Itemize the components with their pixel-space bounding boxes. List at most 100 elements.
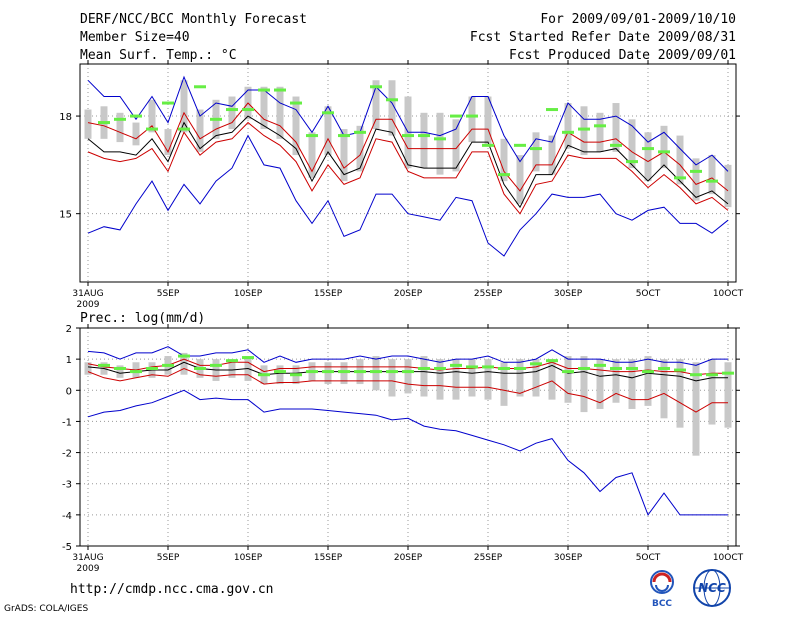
p1-obs-mark (546, 108, 558, 112)
p2-spread-box (324, 362, 332, 385)
p1-obs-mark (514, 143, 526, 147)
p2-spread-box (692, 362, 700, 456)
member-size: Member Size=40 (80, 30, 190, 45)
p2-spread-box (484, 359, 492, 400)
p2-obs-mark (722, 371, 734, 375)
p1-y-tick-label: 18 (59, 112, 72, 123)
p1-obs-mark (322, 111, 334, 115)
chart-title: DERF/NCC/BCC Monthly Forecast (80, 12, 307, 27)
p2-upper-spread-line (87, 358, 728, 376)
p1-spread-box (692, 158, 700, 201)
p1-obs-mark (706, 179, 718, 183)
p2-x-tick-label: 15SEP (314, 553, 343, 563)
p1-spread-box (228, 96, 236, 130)
p2-obs-mark (98, 363, 110, 367)
p1-y-tick-label: 15 (59, 210, 72, 221)
p1-obs-mark (242, 108, 254, 112)
p2-panel-title: Prec.: log(mm/d) (80, 311, 205, 326)
p1-obs-mark (194, 85, 206, 89)
p2-obs-mark (226, 359, 238, 363)
p1-spread-box (196, 109, 204, 152)
p1-spread-box (148, 99, 156, 133)
p2-obs-mark (578, 366, 590, 370)
p1-obs-mark (530, 147, 542, 151)
p2-obs-mark (178, 354, 190, 358)
p1-spread-box (724, 164, 732, 208)
p1-obs-mark (562, 130, 574, 134)
p1-obs-mark (626, 160, 638, 164)
p2-obs-mark (322, 370, 334, 374)
p1-ensemble-mean-line (87, 115, 729, 209)
p1-x-tick-label: 15SEP (314, 289, 343, 299)
p2-spread-box (516, 359, 524, 397)
p2-y-tick-label: 0 (66, 386, 72, 397)
p1-obs-mark (386, 98, 398, 102)
p2-obs-mark (706, 373, 718, 377)
p2-y-tick-label: 1 (66, 355, 72, 366)
p1-obs-mark (98, 121, 110, 125)
p1-obs-mark (658, 150, 670, 154)
p2-obs-mark (386, 370, 398, 374)
p2-x-year-label: 2009 (77, 564, 100, 574)
header-right: For 2009/09/01-2009/10/10 Fcst Started R… (470, 12, 736, 66)
ncc-logo: NCC (688, 568, 736, 608)
p1-spread-box (596, 112, 604, 152)
p2-spread-box (676, 359, 684, 428)
started-date: Fcst Started Refer Date 2009/08/31 (469, 30, 736, 45)
p1-x-tick-label: 10SEP (234, 289, 263, 299)
p1-spread-box (116, 112, 124, 143)
p2-obs-mark (674, 368, 686, 372)
p2-obs-mark (290, 373, 302, 377)
p1-spread-box (580, 106, 588, 156)
p1-spread-box (676, 135, 684, 185)
p1-obs-mark (130, 114, 142, 118)
p2-lower-spread-line (87, 367, 728, 413)
p2-y-tick-label: -5 (62, 542, 72, 553)
grads-credit: GrADS: COLA/IGES (4, 604, 89, 614)
p2-obs-mark (114, 366, 126, 370)
p1-obs-mark (210, 117, 222, 121)
p1-spread-box (628, 119, 636, 169)
p1-spread-box (340, 129, 348, 182)
p2-obs-mark (146, 366, 158, 370)
p1-obs-mark (674, 176, 686, 180)
p2-spread-box (468, 359, 476, 397)
p2-x-tick-label: 25SEP (474, 553, 503, 563)
p2-spread-box (724, 362, 732, 428)
p2-obs-mark (194, 366, 206, 370)
p2-obs-mark (162, 363, 174, 367)
p2-x-tick-label: 20SEP (394, 553, 423, 563)
p2-obs-mark (418, 366, 430, 370)
p1-spread-box (308, 132, 316, 178)
p2-spread-box (228, 359, 236, 378)
p1-ensemble-min-line (87, 134, 729, 257)
p1-x-year-label: 2009 (77, 300, 100, 310)
source-url[interactable]: http://cmdp.ncc.cma.gov.cn (70, 582, 274, 597)
p1-upper-spread-line (87, 102, 729, 192)
p2-x-tick-label: 5SEP (157, 553, 180, 563)
p1-spread-box (372, 80, 380, 130)
p2-spread-box (404, 359, 412, 394)
p2-obs-mark (338, 370, 350, 374)
p2-obs-mark (658, 366, 670, 370)
p1-spread-box (260, 86, 268, 130)
p1-spread-box (84, 109, 92, 139)
p1-spread-box (132, 122, 140, 146)
p2-spread-box (580, 356, 588, 413)
p1-obs-mark (434, 137, 446, 141)
p1-x-tick-label: 10OCT (713, 289, 744, 299)
forecast-period: For 2009/09/01-2009/10/10 (540, 12, 736, 27)
p1-obs-mark (306, 134, 318, 138)
p1-spread-box (388, 80, 396, 136)
p2-obs-mark (626, 366, 638, 370)
p2-spread-box (452, 359, 460, 400)
p1-x-tick-label: 30SEP (554, 289, 583, 299)
p2-spread-box (500, 362, 508, 406)
p1-obs-mark (226, 108, 238, 112)
p2-y-tick-label: -1 (62, 417, 72, 428)
p1-obs-mark (162, 101, 174, 105)
p2-obs-mark (242, 356, 254, 360)
p2-x-tick-label: 30SEP (554, 553, 583, 563)
p2-spread-box (564, 356, 572, 403)
bcc-logo-text: BCC (652, 599, 672, 608)
